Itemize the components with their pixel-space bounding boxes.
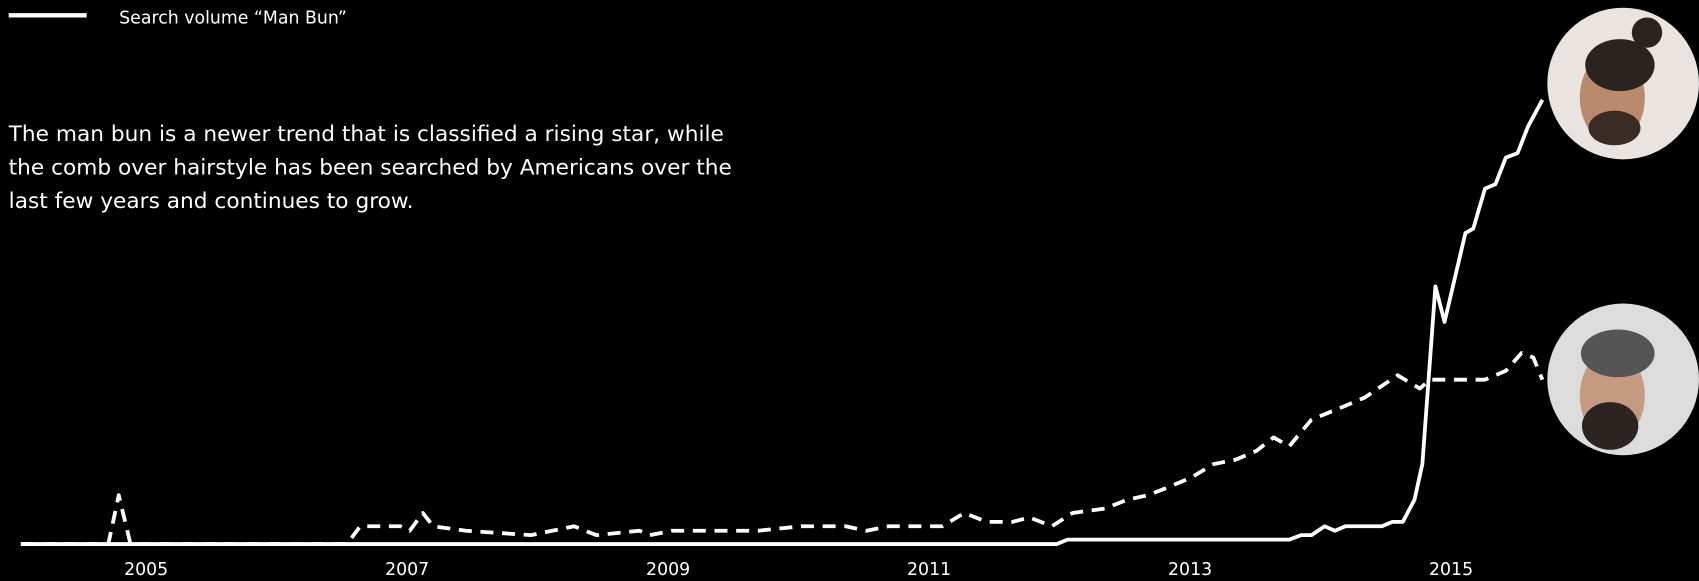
series-line <box>20 98 1545 546</box>
legend-label: Search volume “Man Bun” <box>119 9 347 29</box>
series-line <box>20 351 1545 546</box>
x-tick-label: 2011 <box>907 560 951 580</box>
annotation-box: The man bun is a newer trend that is cla… <box>8 120 732 214</box>
x-tick-label: 2009 <box>646 560 690 580</box>
x-tick-label: 2013 <box>1168 560 1212 580</box>
x-tick-label: 2015 <box>1429 560 1473 580</box>
photo-man-bun <box>1547 7 1699 160</box>
photo-comb-over <box>1547 303 1699 456</box>
x-tick-label: 2005 <box>124 560 168 580</box>
x-tick-label: 2007 <box>385 560 429 580</box>
annotation: The man bun is a newer trend that is cla… <box>8 120 732 214</box>
